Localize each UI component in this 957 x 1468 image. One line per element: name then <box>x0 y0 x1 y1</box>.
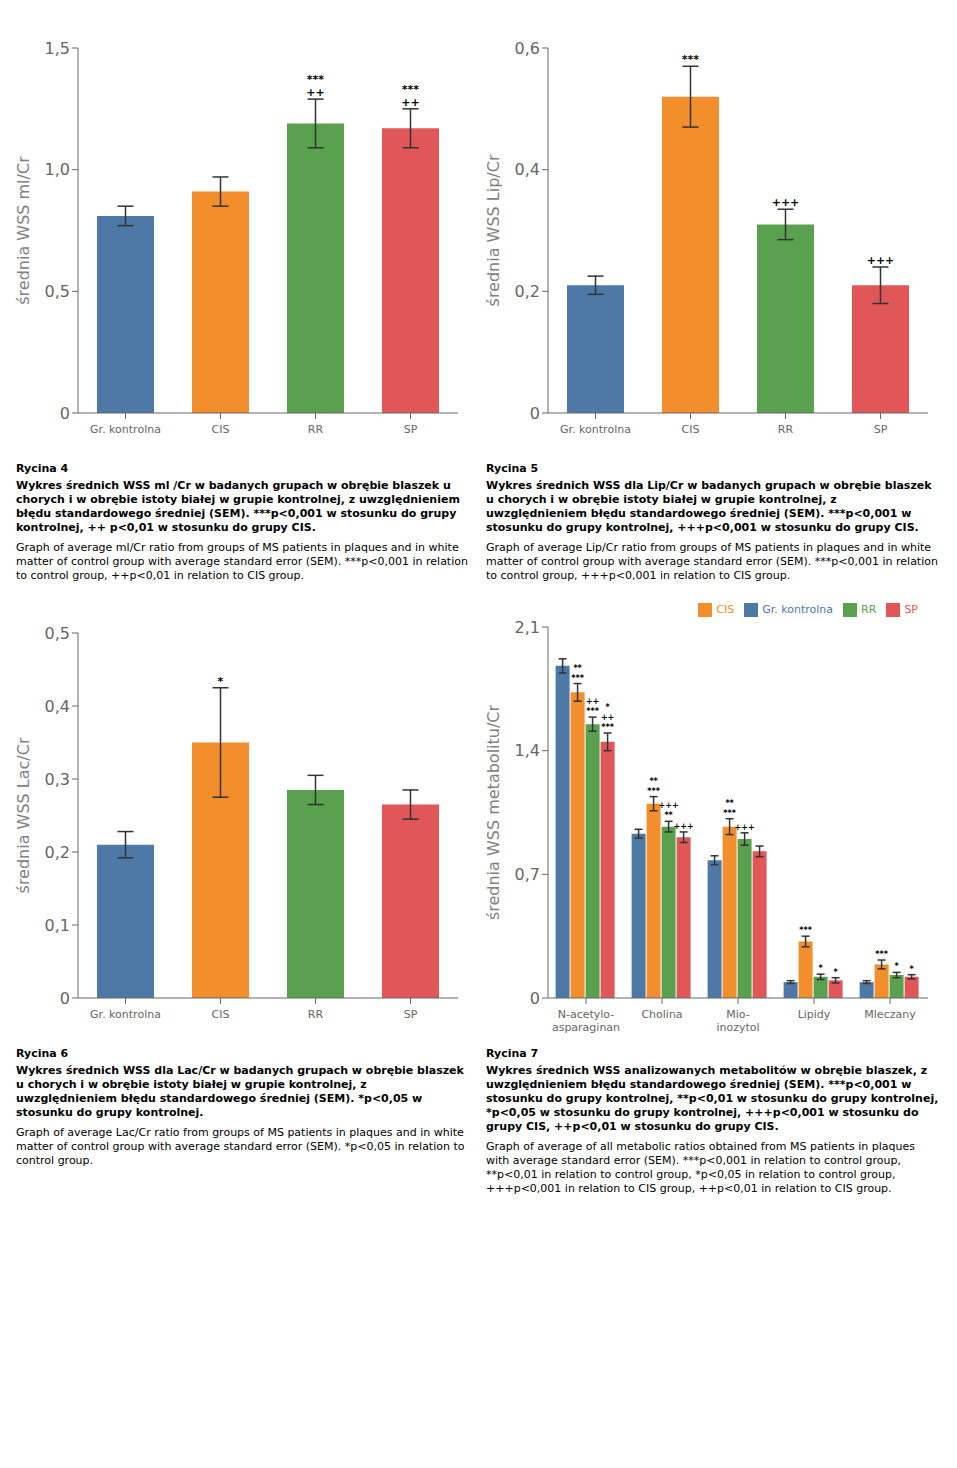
svg-text:średnia WSS ml/Cr: średnia WSS ml/Cr <box>14 156 33 305</box>
html-text:SP: SP <box>904 603 918 616</box>
svg-text:0,2: 0,2 <box>45 843 70 862</box>
svg-text:+++: +++ <box>772 196 800 209</box>
svg-text:+++: +++ <box>659 801 679 810</box>
html-text:Gr. kontrolna: Gr. kontrolna <box>762 603 834 616</box>
svg-text:RR: RR <box>308 423 324 436</box>
html-text:Graph of average Lac/Cr ratio: Graph of average Lac/Cr ratio from group… <box>16 1126 465 1167</box>
svg-text:Cholina: Cholina <box>641 1008 682 1021</box>
svg-text:RR: RR <box>778 423 794 436</box>
html-text:Wykres średnich WSS ml /Cr w b: Wykres średnich WSS ml /Cr w badanych gr… <box>16 479 460 534</box>
svg-text:2,1: 2,1 <box>515 618 540 637</box>
svg-text:**: ** <box>664 811 673 820</box>
svg-text:0: 0 <box>60 989 70 1008</box>
svg-text:0,2: 0,2 <box>515 282 540 301</box>
html-text:Rycina 6: Rycina 6 <box>16 1047 69 1060</box>
svg-text:***: *** <box>682 53 700 66</box>
html-text:Wykres średnich WSS analizowan: Wykres średnich WSS analizowanych metabo… <box>486 1064 939 1133</box>
svg-text:*: * <box>834 968 839 977</box>
svg-text:**: ** <box>725 799 734 808</box>
svg-text:***: *** <box>601 723 614 732</box>
svg-text:0,5: 0,5 <box>45 624 70 643</box>
svg-text:CIS: CIS <box>682 423 700 436</box>
svg-text:1,0: 1,0 <box>45 160 70 179</box>
svg-text:*: * <box>895 962 900 971</box>
svg-text:N-acetylo-asparaginan: N-acetylo-asparaginan <box>552 1008 620 1034</box>
svg-text:0,5: 0,5 <box>45 282 70 301</box>
svg-text:0,7: 0,7 <box>515 865 540 884</box>
svg-text:+++: +++ <box>735 823 755 832</box>
svg-text:Mleczany: Mleczany <box>864 1008 916 1021</box>
svg-text:średnia WSS Lac/Cr: średnia WSS Lac/Cr <box>14 737 33 893</box>
svg-text:++: ++ <box>586 697 599 706</box>
svg-text:**: ** <box>649 777 658 786</box>
svg-text:++: ++ <box>601 713 614 722</box>
svg-text:SP: SP <box>404 423 418 436</box>
svg-text:***: *** <box>875 950 888 959</box>
html-text:CIS: CIS <box>716 603 735 616</box>
html-text:Graph of average ml/Cr ratio f: Graph of average ml/Cr ratio from groups… <box>16 541 468 582</box>
svg-text:0,4: 0,4 <box>45 697 70 716</box>
svg-text:0,6: 0,6 <box>515 39 540 58</box>
svg-text:0: 0 <box>530 989 540 1008</box>
svg-text:***: *** <box>647 787 660 796</box>
html-text:Rycina 4: Rycina 4 <box>16 462 69 475</box>
svg-text:+++: +++ <box>674 822 694 831</box>
svg-text:1,5: 1,5 <box>45 39 70 58</box>
svg-text:***: *** <box>586 707 599 716</box>
svg-text:++: ++ <box>306 86 324 99</box>
svg-text:*: * <box>819 964 824 973</box>
html-text:Rycina 5: Rycina 5 <box>486 462 539 475</box>
svg-text:Gr. kontrolna: Gr. kontrolna <box>90 423 161 436</box>
html-text:Wykres średnich WSS dla Lac/Cr: Wykres średnich WSS dla Lac/Cr w badanyc… <box>16 1064 464 1119</box>
svg-text:CIS: CIS <box>212 423 230 436</box>
svg-text:***: *** <box>723 809 736 818</box>
svg-text:+++: +++ <box>867 254 895 267</box>
svg-text:SP: SP <box>874 423 888 436</box>
svg-text:RR: RR <box>308 1008 324 1021</box>
svg-text:Lipidy: Lipidy <box>798 1008 831 1021</box>
svg-text:CIS: CIS <box>212 1008 230 1021</box>
svg-text:**: ** <box>573 664 582 673</box>
svg-text:*: * <box>218 675 224 688</box>
svg-text:***: *** <box>307 73 325 86</box>
svg-text:1,4: 1,4 <box>515 741 540 760</box>
svg-text:średnia WSS Lip/Cr: średnia WSS Lip/Cr <box>484 154 503 306</box>
html-text:Wykres średnich WSS dla Lip/Cr: Wykres średnich WSS dla Lip/Cr w badanyc… <box>486 479 932 534</box>
html-text:Graph of average of all metabo: Graph of average of all metabolic ratios… <box>486 1140 915 1195</box>
svg-text:Gr. kontrolna: Gr. kontrolna <box>560 423 631 436</box>
svg-text:0: 0 <box>60 404 70 423</box>
html-text:Rycina 7: Rycina 7 <box>486 1047 539 1060</box>
svg-text:0: 0 <box>530 404 540 423</box>
html-text:Graph of average Lip/Cr ratio: Graph of average Lip/Cr ratio from group… <box>486 541 938 582</box>
svg-text:średnia WSS metabolitu/Cr: średnia WSS metabolitu/Cr <box>484 705 503 921</box>
svg-text:SP: SP <box>404 1008 418 1021</box>
svg-text:Mio-inozytol: Mio-inozytol <box>716 1008 759 1034</box>
svg-text:***: *** <box>799 926 812 935</box>
svg-text:*: * <box>910 965 915 974</box>
svg-text:Gr. kontrolna: Gr. kontrolna <box>90 1008 161 1021</box>
svg-text:0,4: 0,4 <box>515 160 540 179</box>
svg-text:++: ++ <box>401 96 419 109</box>
svg-text:0,1: 0,1 <box>45 916 70 935</box>
svg-text:***: *** <box>571 674 584 683</box>
svg-text:***: *** <box>402 83 420 96</box>
html-text:RR: RR <box>861 603 877 616</box>
svg-text:0,3: 0,3 <box>45 770 70 789</box>
svg-text:*: * <box>606 703 611 712</box>
